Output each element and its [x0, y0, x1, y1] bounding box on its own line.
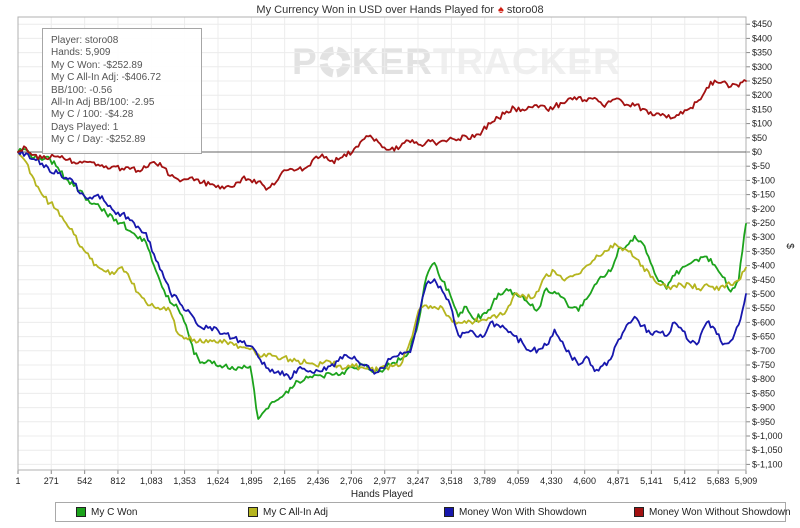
- y-tick-label: $-800: [752, 374, 775, 384]
- x-tick-label: 2,977: [373, 476, 396, 486]
- chart-legend: My C Won My C All-In Adj Money Won With Sh…: [55, 502, 791, 522]
- stats-line: My C / 100: -$4.28: [51, 109, 134, 121]
- legend-label: Money Won With Showdown: [459, 506, 587, 518]
- y-tick-label: $-400: [752, 261, 775, 271]
- x-tick-label: 4,330: [540, 476, 563, 486]
- y-tick-label: $-1,000: [752, 431, 783, 441]
- stats-line: BB/100: -0.56: [51, 84, 113, 96]
- y-tick-label: $200: [752, 90, 772, 100]
- y-tick-label: $-250: [752, 218, 775, 228]
- y-tick-label: $350: [752, 48, 772, 58]
- x-tick-label: 5,909: [735, 476, 758, 486]
- y-tick-label: $-750: [752, 360, 775, 370]
- y-tick-label: $-600: [752, 317, 775, 327]
- series-line-money-won-with-showdown: [17, 150, 747, 381]
- y-axis-title: $: [784, 243, 795, 249]
- x-tick-label: 2,706: [340, 476, 363, 486]
- y-tick-label: $-650: [752, 332, 775, 342]
- y-tick-label: $-1,100: [752, 459, 783, 469]
- x-tick-label: 1,353: [173, 476, 196, 486]
- stats-line: My C Won: -$252.89: [51, 59, 143, 71]
- chart-title-text: My Currency Won in USD over Hands Played…: [256, 4, 495, 16]
- pokertracker-watermark: P KER TRACKER: [292, 40, 621, 84]
- watermark-tracker: TRACKER: [432, 41, 621, 82]
- y-tick-label: $-150: [752, 190, 775, 200]
- y-tick-label: $300: [752, 62, 772, 72]
- legend-item-my-c-all-in-adj[interactable]: My C All-In Adj: [248, 506, 328, 518]
- x-tick-label: 5,412: [673, 476, 696, 486]
- x-tick-label: 5,141: [640, 476, 663, 486]
- x-tick-label: 1,895: [240, 476, 263, 486]
- y-tick-label: $100: [752, 119, 772, 129]
- x-axis-title: Hands Played: [351, 489, 413, 500]
- legend-swatch-icon: [634, 507, 644, 517]
- x-tick-label: 3,247: [407, 476, 430, 486]
- x-tick-label: 1,624: [207, 476, 230, 486]
- legend-swatch-icon: [76, 507, 86, 517]
- x-tick-label: 5,683: [707, 476, 730, 486]
- x-tick-label: 4,600: [573, 476, 596, 486]
- chart-title: My Currency Won in USD over Hands Played…: [0, 4, 800, 16]
- legend-label: Money Won Without Showdown: [649, 506, 791, 518]
- x-tick-label: 3,518: [440, 476, 463, 486]
- legend-item-money-won-with-showdown[interactable]: Money Won With Showdown: [444, 506, 587, 518]
- series-line-my-c-won: [17, 147, 747, 420]
- x-tick-label: 812: [110, 476, 125, 486]
- y-tick-label: $400: [752, 33, 772, 43]
- x-tick-label: 4,871: [607, 476, 630, 486]
- stats-line: All-In Adj BB/100: -2.95: [51, 97, 155, 109]
- y-tick-label: $50: [752, 133, 767, 143]
- y-tick-label: $-950: [752, 417, 775, 427]
- chart-title-player: storo08: [506, 4, 544, 16]
- y-tick-label: $-350: [752, 246, 775, 256]
- pokerstars-spade-icon: ♠: [498, 4, 504, 16]
- series-line-money-won-without-showdown: [17, 79, 747, 191]
- y-tick-label: $-850: [752, 388, 775, 398]
- stats-overlay-panel: Player: storo08 Hands: 5,909 My C Won: -$2…: [42, 28, 202, 154]
- y-tick-label: $450: [752, 19, 772, 29]
- poker-chip-icon: [319, 46, 351, 78]
- stats-line: Hands: 5,909: [51, 47, 111, 59]
- y-tick-label: $-550: [752, 303, 775, 313]
- x-tick-label: 1: [15, 476, 20, 486]
- series-line-my-c-all-in-adj: [17, 151, 747, 374]
- legend-label: My C All-In Adj: [263, 506, 329, 518]
- x-tick-label: 2,165: [273, 476, 296, 486]
- x-tick-label: 2,436: [307, 476, 330, 486]
- stats-line: My C All-In Adj: -$406.72: [51, 72, 162, 84]
- stats-line: My C / Day: -$252.89: [51, 134, 146, 146]
- legend-swatch-icon: [248, 507, 258, 517]
- y-tick-label: $-450: [752, 275, 775, 285]
- y-tick-label: $250: [752, 76, 772, 86]
- stats-line: Player: storo08: [51, 35, 119, 46]
- y-tick-label: $-900: [752, 403, 775, 413]
- watermark-poker-p: P: [292, 41, 318, 82]
- stats-line: Days Played: 1: [51, 121, 119, 133]
- x-tick-label: 3,789: [474, 476, 497, 486]
- y-tick-label: $-100: [752, 175, 775, 185]
- y-tick-label: $-1,050: [752, 445, 783, 455]
- x-tick-label: 1,083: [140, 476, 163, 486]
- legend-item-my-c-won[interactable]: My C Won: [76, 506, 138, 518]
- y-tick-label: $-300: [752, 232, 775, 242]
- y-tick-label: $-50: [752, 161, 770, 171]
- x-tick-label: 542: [77, 476, 92, 486]
- x-tick-label: 4,059: [507, 476, 530, 486]
- y-tick-label: $0: [752, 147, 762, 157]
- y-tick-label: $-700: [752, 346, 775, 356]
- y-tick-label: $-500: [752, 289, 775, 299]
- legend-swatch-icon: [444, 507, 454, 517]
- legend-label: My C Won: [91, 506, 138, 518]
- x-tick-label: 271: [44, 476, 59, 486]
- plot-border: [17, 16, 747, 471]
- legend-item-money-won-without-showdown[interactable]: Money Won Without Showdown: [634, 506, 791, 518]
- y-tick-label: $-200: [752, 204, 775, 214]
- y-tick-label: $150: [752, 104, 772, 114]
